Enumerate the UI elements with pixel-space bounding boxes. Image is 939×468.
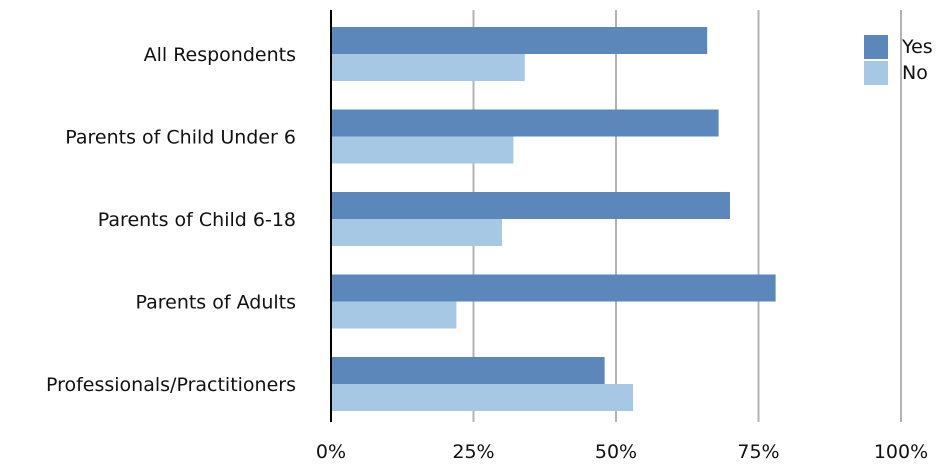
category-label: Parents of Child Under 6 (65, 127, 296, 149)
category-labels: All Respondents Parents of Child Under 6 P… (46, 44, 296, 396)
x-tick-label: 25% (452, 441, 494, 463)
x-tick-label: 0% (316, 441, 346, 463)
legend-label-yes: Yes (901, 36, 933, 58)
bar-yes (331, 192, 730, 219)
category-label: All Respondents (144, 44, 296, 66)
bar-no (331, 54, 525, 81)
bars (331, 27, 776, 411)
x-tick-label: 75% (737, 441, 779, 463)
legend: Yes No (864, 35, 933, 85)
legend-swatch-no (864, 61, 888, 85)
legend-swatch-yes (864, 35, 888, 59)
bar-no (331, 136, 514, 164)
category-label: Parents of Child 6-18 (98, 209, 296, 231)
x-tick-label: 50% (595, 441, 637, 463)
bar-yes (331, 357, 605, 384)
x-tick-labels: 0% 25% 50% 75% 100% (316, 441, 928, 463)
bar-no (331, 301, 457, 329)
x-tick-label: 100% (874, 441, 928, 463)
bar-yes (331, 274, 776, 302)
bar-yes (331, 109, 719, 137)
category-label: Professionals/Practitioners (46, 374, 296, 396)
category-label: Parents of Adults (135, 292, 296, 314)
legend-label-no: No (902, 62, 928, 84)
bar-no (331, 219, 502, 246)
bar-yes (331, 27, 708, 54)
bar-no (331, 384, 634, 411)
